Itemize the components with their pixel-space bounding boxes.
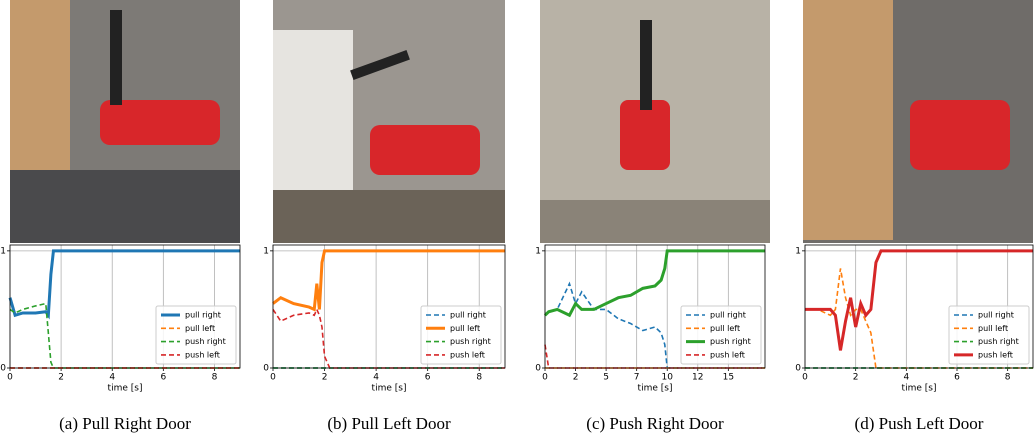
caption: (b) Pull Left Door xyxy=(327,414,451,433)
photo-c xyxy=(540,0,770,243)
legend-label: push right xyxy=(710,337,751,346)
caption: (d) Push Left Door xyxy=(855,414,984,433)
legend-label: push left xyxy=(978,350,1013,359)
x-tick-label: 2 xyxy=(58,373,64,383)
x-tick-label: 4 xyxy=(109,373,115,383)
x-axis-label: time [s] xyxy=(902,384,937,394)
legend-label: pull right xyxy=(710,311,746,320)
legend-label: push left xyxy=(710,350,745,359)
x-tick-label: 0 xyxy=(7,373,13,383)
x-axis-label: time [s] xyxy=(372,384,407,394)
legend-label: pull left xyxy=(978,324,1008,333)
x-tick-label: 2 xyxy=(573,373,579,383)
legend-label: push left xyxy=(185,350,220,359)
x-tick-label: 12 xyxy=(692,373,703,383)
legend-label: push right xyxy=(978,337,1019,346)
photo-a xyxy=(10,0,240,243)
x-tick-label: 2 xyxy=(322,373,328,383)
legend-label: pull right xyxy=(450,311,486,320)
x-tick-label: 0 xyxy=(542,373,548,383)
y-tick-label: 0 xyxy=(0,364,6,374)
y-tick-label: 1 xyxy=(795,246,801,256)
x-tick-label: 4 xyxy=(373,373,379,383)
x-tick-label: 8 xyxy=(1005,373,1011,383)
legend-label: push right xyxy=(450,337,491,346)
x-tick-label: 0 xyxy=(270,373,276,383)
figure: 0 2 4 6 8 0 1 time [s] pull right pull left push r… xyxy=(0,0,1034,440)
x-tick-label: 8 xyxy=(476,373,482,383)
photo-d xyxy=(803,0,1033,243)
photo-b xyxy=(273,0,505,243)
y-tick-label: 0 xyxy=(263,364,269,374)
x-tick-label: 7 xyxy=(634,373,640,383)
x-tick-label: 8 xyxy=(212,373,218,383)
legend-label: push left xyxy=(450,350,485,359)
x-tick-label: 6 xyxy=(954,373,960,383)
x-tick-label: 15 xyxy=(723,373,734,383)
x-tick-label: 10 xyxy=(661,373,673,383)
caption: (a) Pull Right Door xyxy=(59,414,191,433)
legend-label: pull left xyxy=(185,324,215,333)
x-axis-label: time [s] xyxy=(108,384,143,394)
x-tick-label: 0 xyxy=(802,373,808,383)
y-tick-label: 0 xyxy=(535,364,541,374)
legend-label: pull left xyxy=(710,324,740,333)
legend-label: pull right xyxy=(978,311,1014,320)
y-tick-label: 1 xyxy=(0,246,6,256)
y-tick-label: 0 xyxy=(795,364,801,374)
y-tick-label: 1 xyxy=(535,246,541,256)
legend-label: pull right xyxy=(185,311,221,320)
legend-label: pull left xyxy=(450,324,480,333)
x-tick-label: 6 xyxy=(425,373,431,383)
x-tick-label: 6 xyxy=(160,373,166,383)
x-tick-label: 2 xyxy=(853,373,859,383)
y-tick-label: 1 xyxy=(263,246,269,256)
x-tick-label: 4 xyxy=(903,373,909,383)
legend-label: push right xyxy=(185,337,226,346)
x-axis-label: time [s] xyxy=(638,384,673,394)
x-tick-label: 5 xyxy=(603,373,609,383)
series-line xyxy=(273,251,505,310)
caption: (c) Push Right Door xyxy=(586,414,724,433)
